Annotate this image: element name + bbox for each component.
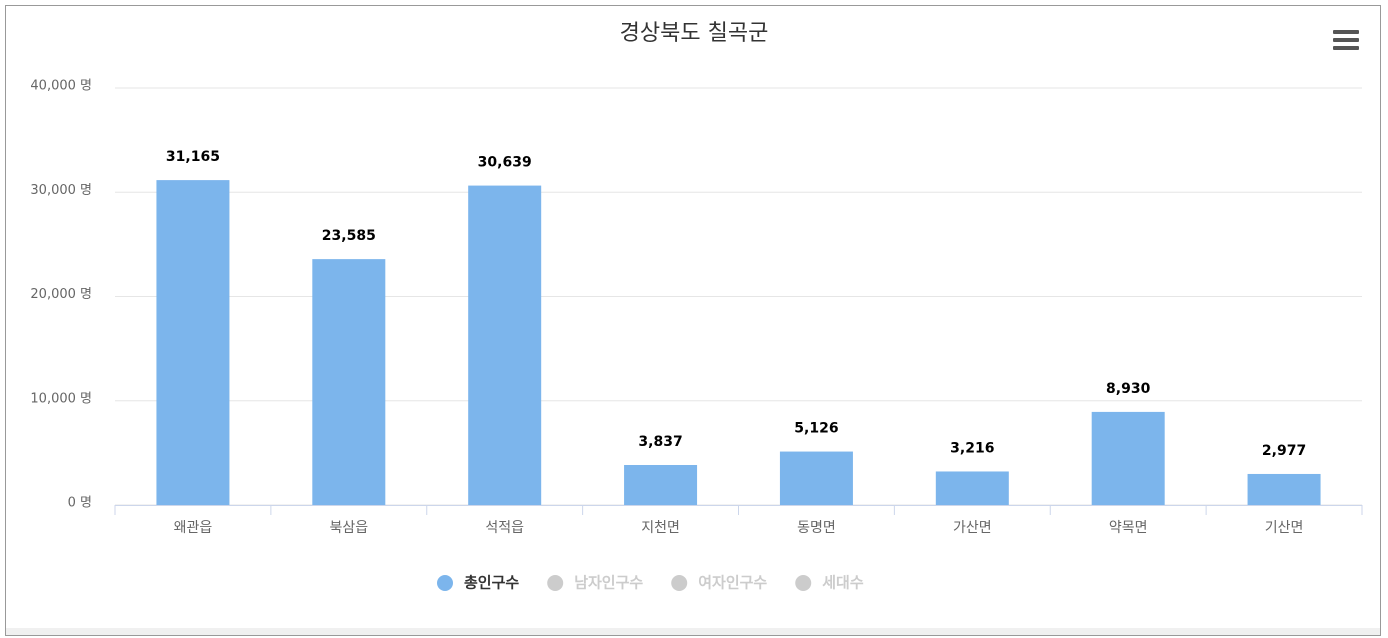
data-label: 3,837: [638, 434, 682, 450]
x-tick-label: 지천면: [641, 520, 680, 536]
y-tick-label: 10,000 명: [30, 391, 92, 406]
legend-item[interactable]: 총인구수: [464, 574, 519, 592]
legend-item[interactable]: 남자인구수: [574, 574, 643, 592]
x-tick-label: 기산면: [1265, 520, 1304, 536]
y-tick-label: 0 명: [68, 496, 92, 511]
x-tick-label: 약목면: [1109, 520, 1148, 536]
bar: [935, 471, 1009, 505]
bar: [1247, 473, 1321, 505]
bar: [156, 180, 230, 506]
data-label: 3,216: [950, 440, 994, 456]
data-label: 23,585: [322, 228, 376, 244]
x-tick-label: 북삼읍: [329, 520, 368, 536]
footer-strip: [6, 628, 1380, 635]
bar: [468, 185, 542, 505]
x-tick-label: 석적읍: [485, 520, 524, 536]
legend-item[interactable]: 세대수: [822, 574, 864, 592]
bar: [1091, 411, 1165, 505]
bar: [624, 464, 698, 505]
frame: [5, 5, 1381, 636]
chart-title: 경상북도 칠곡군: [620, 21, 769, 46]
legend-marker[interactable]: [795, 575, 812, 591]
menu-bar[interactable]: [1333, 46, 1359, 50]
menu-bar[interactable]: [1333, 38, 1359, 42]
data-label: 2,977: [1262, 443, 1306, 459]
bar: [779, 451, 853, 505]
data-label: 5,126: [794, 421, 838, 437]
bar: [312, 259, 386, 505]
y-tick-label: 40,000 명: [30, 79, 92, 94]
legend-item[interactable]: 여자인구수: [698, 574, 767, 592]
data-label: 30,639: [478, 155, 532, 171]
x-tick-label: 동명면: [797, 520, 836, 536]
x-tick-label: 왜관읍: [174, 520, 213, 536]
y-tick-label: 20,000 명: [30, 287, 92, 302]
legend-marker[interactable]: [547, 575, 564, 591]
data-label: 8,930: [1106, 381, 1151, 397]
y-tick-label: 30,000 명: [30, 183, 92, 198]
x-tick-label: 가산면: [953, 520, 992, 536]
menu-bar[interactable]: [1333, 30, 1359, 34]
legend-marker[interactable]: [437, 575, 453, 591]
data-label: 31,165: [166, 149, 220, 165]
legend-marker[interactable]: [671, 575, 688, 591]
menu-button[interactable]: [1333, 30, 1359, 50]
